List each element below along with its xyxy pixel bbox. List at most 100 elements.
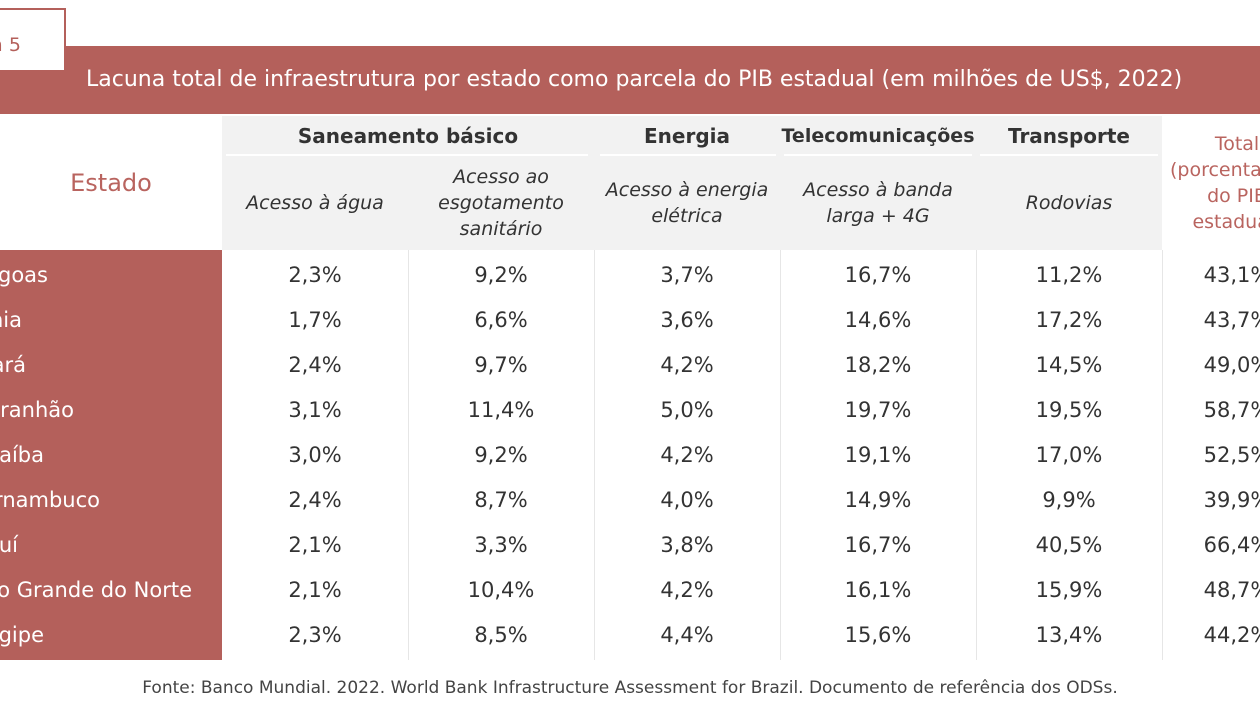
cell-energia: 4,2% xyxy=(660,442,714,467)
group-divider-telecom xyxy=(784,154,972,156)
cell-esgoto: 11,4% xyxy=(467,397,535,422)
state-column xyxy=(0,250,222,660)
cell-agua: 3,0% xyxy=(288,442,342,467)
group-transporte: Transporte xyxy=(1008,124,1130,148)
column-divider xyxy=(408,250,409,660)
cell-telecom: 14,9% xyxy=(844,487,912,512)
state-cell: Ceará xyxy=(0,342,222,387)
subheader-esgoto: Acesso ao esgotamento sanitário xyxy=(438,166,564,240)
group-telecom: Telecomunicações xyxy=(781,125,975,147)
cell-energia: 4,2% xyxy=(660,352,714,377)
cell-rodovias: 17,0% xyxy=(1035,442,1103,467)
table-row: Pernambuco 2,4% 8,7% 4,0% 14,9% 9,9% 39,… xyxy=(0,477,1260,522)
cell-esgoto: 6,6% xyxy=(474,307,528,332)
column-header-block xyxy=(222,116,1162,250)
cell-agua: 2,3% xyxy=(288,262,342,287)
cell-energia: 4,2% xyxy=(660,577,714,602)
state-cell: Rio Grande do Norte xyxy=(0,567,222,612)
cell-agua: 2,4% xyxy=(288,487,342,512)
cell-energia: 5,0% xyxy=(660,397,714,422)
state-cell: Sergipe xyxy=(0,612,222,657)
table-number-label: Tabela 5 xyxy=(0,34,21,56)
table-row: Rio Grande do Norte 2,1% 10,4% 4,2% 16,1… xyxy=(0,567,1260,612)
state-name: Piauí xyxy=(0,533,18,557)
cell-esgoto: 9,2% xyxy=(474,262,528,287)
cell-total: 52,5% xyxy=(1203,442,1260,467)
title-bar: Lacuna total de infraestrutura por estad… xyxy=(0,46,1260,114)
state-name: Bahia xyxy=(0,308,22,332)
table-row: Paraíba 3,0% 9,2% 4,2% 19,1% 17,0% 52,5% xyxy=(0,432,1260,477)
cell-agua: 2,4% xyxy=(288,352,342,377)
group-divider-saneamento xyxy=(226,154,588,156)
state-name: Ceará xyxy=(0,353,26,377)
table-row: Bahia 1,7% 6,6% 3,6% 14,6% 17,2% 43,7% xyxy=(0,297,1260,342)
state-cell: Pernambuco xyxy=(0,477,222,522)
cell-agua: 2,1% xyxy=(288,532,342,557)
cell-rodovias: 9,9% xyxy=(1042,487,1096,512)
cell-agua: 3,1% xyxy=(288,397,342,422)
column-divider xyxy=(1162,250,1163,660)
cell-total: 58,7% xyxy=(1203,397,1260,422)
source-note: Fonte: Banco Mundial. 2022. World Bank I… xyxy=(142,678,1118,698)
estado-header: Estado xyxy=(0,116,222,250)
total-header-label: Total (porcentagem do PIB estadual) xyxy=(1169,133,1260,233)
state-name: Pernambuco xyxy=(0,488,100,512)
cell-telecom: 16,1% xyxy=(844,577,912,602)
cell-agua: 2,1% xyxy=(288,577,342,602)
group-divider-transporte xyxy=(980,154,1158,156)
cell-esgoto: 8,7% xyxy=(474,487,528,512)
state-name: Paraíba xyxy=(0,443,44,467)
cell-energia: 3,8% xyxy=(660,532,714,557)
cell-total: 43,1% xyxy=(1203,262,1260,287)
state-cell: Maranhão xyxy=(0,387,222,432)
subheader-rodovias: Rodovias xyxy=(1025,192,1113,214)
group-divider-energia xyxy=(600,154,776,156)
state-cell: Bahia xyxy=(0,297,222,342)
column-divider xyxy=(976,250,977,660)
state-name: Alagoas xyxy=(0,263,48,287)
cell-total: 43,7% xyxy=(1203,307,1260,332)
cell-telecom: 19,7% xyxy=(844,397,912,422)
column-divider xyxy=(594,250,595,660)
cell-telecom: 14,6% xyxy=(844,307,912,332)
cell-esgoto: 10,4% xyxy=(467,577,535,602)
cell-telecom: 16,7% xyxy=(844,262,912,287)
cell-telecom: 18,2% xyxy=(844,352,912,377)
table-row: Ceará 2,4% 9,7% 4,2% 18,2% 14,5% 49,0% xyxy=(0,342,1260,387)
cell-rodovias: 13,4% xyxy=(1035,622,1103,647)
table-row: Maranhão 3,1% 11,4% 5,0% 19,7% 19,5% 58,… xyxy=(0,387,1260,432)
cell-esgoto: 9,2% xyxy=(474,442,528,467)
cell-esgoto: 3,3% xyxy=(474,532,528,557)
state-cell: Paraíba xyxy=(0,432,222,477)
group-energia: Energia xyxy=(644,124,730,148)
cell-total: 48,7% xyxy=(1203,577,1260,602)
cell-energia: 3,6% xyxy=(660,307,714,332)
column-divider xyxy=(780,250,781,660)
state-name: Rio Grande do Norte xyxy=(0,578,192,602)
cell-agua: 1,7% xyxy=(288,307,342,332)
table-number-tab xyxy=(0,8,66,70)
cell-rodovias: 19,5% xyxy=(1035,397,1103,422)
table-title: Lacuna total de infraestrutura por estad… xyxy=(86,67,1183,92)
subheader-agua: Acesso à água xyxy=(246,192,384,214)
cell-rodovias: 17,2% xyxy=(1035,307,1103,332)
state-name: Sergipe xyxy=(0,623,44,647)
table-row: Piauí 2,1% 3,3% 3,8% 16,7% 40,5% 66,4% xyxy=(0,522,1260,567)
cell-agua: 2,3% xyxy=(288,622,342,647)
table-row: Alagoas 2,3% 9,2% 3,7% 16,7% 11,2% 43,1% xyxy=(0,252,1260,297)
state-name: Maranhão xyxy=(0,398,74,422)
cell-telecom: 16,7% xyxy=(844,532,912,557)
cell-esgoto: 9,7% xyxy=(474,352,528,377)
table-row: Sergipe 2,3% 8,5% 4,4% 15,6% 13,4% 44,2% xyxy=(0,612,1260,657)
cell-rodovias: 40,5% xyxy=(1035,532,1103,557)
cell-rodovias: 14,5% xyxy=(1035,352,1103,377)
cell-rodovias: 11,2% xyxy=(1035,262,1103,287)
group-saneamento: Saneamento básico xyxy=(297,124,519,148)
subheader-energia: Acesso à energia elétrica xyxy=(605,179,769,227)
cell-total: 39,9% xyxy=(1203,487,1260,512)
estado-header-label: Estado xyxy=(70,169,152,197)
cell-total: 49,0% xyxy=(1203,352,1260,377)
cell-total: 44,2% xyxy=(1203,622,1260,647)
cell-total: 66,4% xyxy=(1203,532,1260,557)
cell-energia: 4,0% xyxy=(660,487,714,512)
